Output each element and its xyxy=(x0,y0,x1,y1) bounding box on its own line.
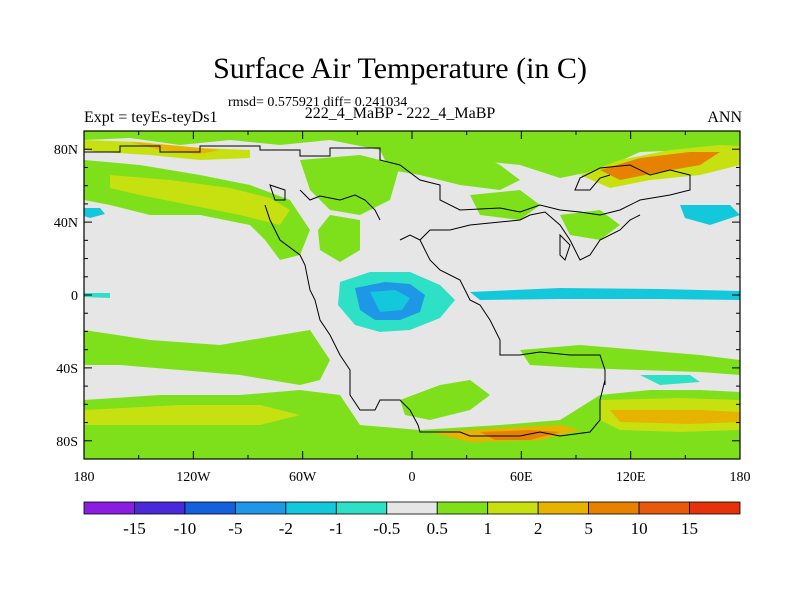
x-tick-label: 120E xyxy=(616,470,646,485)
coastlines xyxy=(84,145,691,437)
asia-green xyxy=(560,210,620,240)
colorbar-label: -10 xyxy=(174,519,197,538)
colorbar-label: -2 xyxy=(279,519,293,538)
x-tick-label: 60E xyxy=(510,470,533,485)
colorbar-label: 15 xyxy=(681,519,698,538)
colorbar-labels: -15 -10 -5 -2 -1 -0.5 0.5 1 2 5 10 15 xyxy=(123,519,698,538)
colorbar-swatch xyxy=(386,501,438,515)
colorbar-swatch xyxy=(83,501,135,515)
x-tick-label: 180 xyxy=(730,470,751,485)
axis-tick-labels: 180 120W 60W 0 60E 120E 180 80N 40N 0 40S 80S xyxy=(54,143,751,485)
europe-green xyxy=(380,140,520,190)
y-tick-label: 80N xyxy=(54,143,78,158)
colorbar-label: -15 xyxy=(123,519,146,538)
colorbar xyxy=(83,501,741,515)
colorbar-label: -5 xyxy=(228,519,242,538)
indian-green xyxy=(520,345,740,375)
x-tick-label: 120W xyxy=(176,470,211,485)
y-tick-label: 40S xyxy=(56,362,78,377)
equatorial-cyan xyxy=(470,288,740,300)
colorbar-label: -0.5 xyxy=(373,519,400,538)
colorbar-label: -1 xyxy=(329,519,343,538)
colorbar-swatch xyxy=(689,501,741,515)
colorbar-swatch xyxy=(134,501,186,515)
africa-coast xyxy=(419,239,606,385)
south-pacific-green xyxy=(84,330,330,385)
americas-coast xyxy=(264,204,606,437)
colorbar-swatch xyxy=(234,501,287,515)
colorbar-label: 2 xyxy=(534,519,543,538)
arctic-orange-w xyxy=(130,142,220,154)
colorbar-swatch xyxy=(588,501,640,515)
indian-cyan xyxy=(640,375,700,385)
colorbar-swatch xyxy=(285,501,337,515)
asia-coast xyxy=(399,211,641,261)
y-tick-label: 0 xyxy=(71,289,78,304)
axis-ticks xyxy=(83,130,741,460)
y-tick-label: 80S xyxy=(56,435,78,450)
colorbar-label: 0.5 xyxy=(427,519,448,538)
central-blue xyxy=(370,290,410,312)
antarctic-yellow-w xyxy=(84,405,300,425)
colorbar-swatch xyxy=(436,501,489,515)
x-tick-label: 0 xyxy=(409,470,416,485)
colorbar-swatch xyxy=(537,501,590,515)
colorbar-swatch xyxy=(638,501,690,515)
colorbar-label: 10 xyxy=(631,519,648,538)
equatorial-teal xyxy=(84,293,110,298)
na-yellow xyxy=(110,175,290,225)
small-islands xyxy=(269,184,571,261)
colorbar-swatch xyxy=(335,501,388,515)
colorbar-swatch xyxy=(487,501,539,515)
anomaly-fills xyxy=(84,131,740,459)
case-label: 222_4_MaBP - 222_4_MaBP xyxy=(304,105,496,122)
colorbar-swatch xyxy=(184,501,236,515)
greenland-coast xyxy=(299,189,381,221)
greenland-green xyxy=(300,155,400,215)
x-tick-label: 60W xyxy=(289,470,317,485)
siberia-orange xyxy=(600,152,720,180)
pacific-e-cyan xyxy=(84,208,105,218)
pacific-ne-green xyxy=(470,190,540,220)
atlantic-green xyxy=(318,215,360,262)
colorbar-label: 5 xyxy=(584,519,593,538)
season-label: ANN xyxy=(707,109,742,126)
antarctic-orange-e xyxy=(610,410,740,424)
y-tick-label: 40N xyxy=(54,216,78,231)
colorbar-label: 1 xyxy=(483,519,492,538)
arctic-coast xyxy=(84,145,691,216)
pacific-w-cyan xyxy=(680,205,740,225)
plot-title: Surface Air Temperature (in C) xyxy=(213,52,587,85)
experiment-label: Expt = teyEs-teyDs1 xyxy=(84,109,218,126)
x-tick-label: 180 xyxy=(74,470,95,485)
south-atlantic-green xyxy=(400,380,490,420)
stats-label: rmsd= 0.575921 diff= 0.241034 xyxy=(228,95,408,110)
